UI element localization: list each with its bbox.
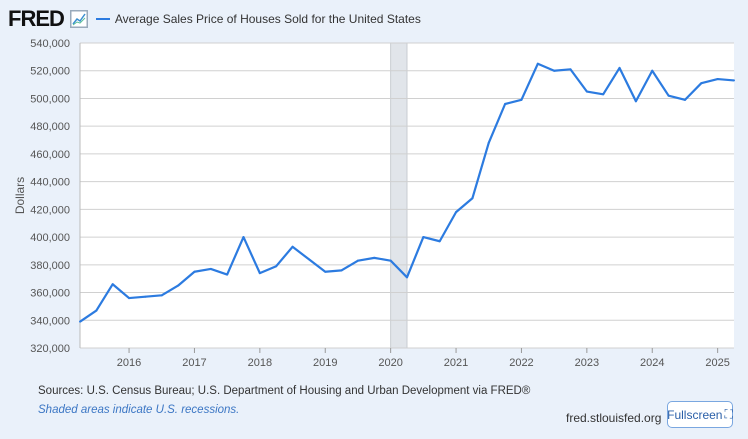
y-tick-label: 420,000 bbox=[30, 204, 70, 216]
data-point bbox=[471, 197, 474, 200]
chart-header: FRED Average Sales Price of Houses Sold … bbox=[8, 6, 421, 32]
y-tick-label: 380,000 bbox=[30, 260, 70, 272]
data-point bbox=[111, 283, 114, 286]
y-tick-label: 360,000 bbox=[30, 288, 70, 300]
fullscreen-label: Fullscreen bbox=[667, 407, 723, 422]
data-point bbox=[324, 270, 327, 273]
data-point bbox=[275, 265, 278, 268]
data-point bbox=[438, 240, 441, 243]
data-point bbox=[340, 269, 343, 272]
y-tick-label: 540,000 bbox=[30, 38, 70, 50]
data-point bbox=[422, 236, 425, 239]
data-point bbox=[487, 141, 490, 144]
sources-text: Sources: U.S. Census Bureau; U.S. Depart… bbox=[38, 385, 531, 397]
x-tick-label: 2016 bbox=[117, 357, 141, 369]
data-point bbox=[209, 267, 212, 270]
y-tick-label: 480,000 bbox=[30, 121, 70, 133]
x-tick-label: 2018 bbox=[248, 357, 272, 369]
data-point bbox=[716, 78, 719, 81]
line-chart: 320,000 340,000 360,000 380,000 400,000 420,0… bbox=[13, 38, 735, 369]
y-tick-label: 460,000 bbox=[30, 149, 70, 161]
data-point bbox=[700, 82, 703, 85]
x-tick-label: 2025 bbox=[705, 357, 729, 369]
y-tick-label: 520,000 bbox=[30, 66, 70, 78]
data-point bbox=[733, 79, 735, 82]
y-tick-label: 340,000 bbox=[30, 315, 70, 327]
recession-note: Shaded areas indicate U.S. recessions. bbox=[38, 404, 240, 416]
data-point bbox=[455, 211, 458, 214]
y-tick-label: 440,000 bbox=[30, 177, 70, 189]
data-point bbox=[79, 320, 81, 323]
y-axis-label: Dollars bbox=[13, 177, 27, 214]
data-point bbox=[226, 273, 229, 276]
data-point bbox=[651, 69, 654, 72]
data-point bbox=[307, 258, 310, 261]
data-point bbox=[258, 272, 261, 275]
fred-logo: FRED bbox=[8, 6, 65, 31]
chart-line-icon bbox=[69, 10, 88, 28]
y-tick-label: 320,000 bbox=[30, 343, 70, 355]
data-point bbox=[95, 309, 98, 312]
data-point bbox=[242, 236, 245, 239]
recession-shade bbox=[390, 42, 408, 349]
legend-line-swatch bbox=[95, 18, 110, 20]
fullscreen-button[interactable]: Fullscreen ⛶ bbox=[667, 401, 733, 428]
fullscreen-icon: ⛶ bbox=[724, 407, 733, 421]
data-point bbox=[520, 98, 523, 101]
data-point bbox=[144, 295, 147, 298]
data-point bbox=[683, 98, 686, 101]
legend-item[interactable]: Average Sales Price of Houses Sold for t… bbox=[95, 12, 421, 26]
x-tick-label: 2020 bbox=[378, 357, 402, 369]
data-point bbox=[373, 256, 376, 259]
x-tick-label: 2021 bbox=[444, 357, 468, 369]
data-point bbox=[536, 62, 539, 65]
x-tick-label: 2024 bbox=[640, 357, 664, 369]
data-point bbox=[504, 103, 507, 105]
x-tick-label: 2019 bbox=[313, 357, 337, 369]
y-tick-label: 400,000 bbox=[30, 232, 70, 244]
data-point bbox=[667, 94, 670, 97]
data-point bbox=[356, 259, 359, 262]
data-point bbox=[177, 284, 180, 287]
x-tick-label: 2022 bbox=[509, 357, 533, 369]
data-point bbox=[618, 66, 621, 69]
data-point bbox=[160, 294, 163, 297]
data-point bbox=[291, 245, 294, 248]
y-tick-label: 500,000 bbox=[30, 93, 70, 105]
data-point bbox=[634, 100, 637, 103]
site-url[interactable]: fred.stlouisfed.org bbox=[566, 411, 662, 425]
data-point bbox=[553, 69, 556, 72]
data-point bbox=[602, 93, 605, 96]
data-point bbox=[406, 276, 408, 279]
x-tick-label: 2017 bbox=[182, 357, 206, 369]
data-point bbox=[569, 68, 572, 71]
x-tick-label: 2023 bbox=[575, 357, 599, 369]
legend-label: Average Sales Price of Houses Sold for t… bbox=[114, 12, 421, 26]
data-point bbox=[193, 270, 196, 273]
data-point bbox=[389, 259, 392, 262]
data-point bbox=[128, 297, 131, 300]
data-point bbox=[585, 90, 588, 93]
